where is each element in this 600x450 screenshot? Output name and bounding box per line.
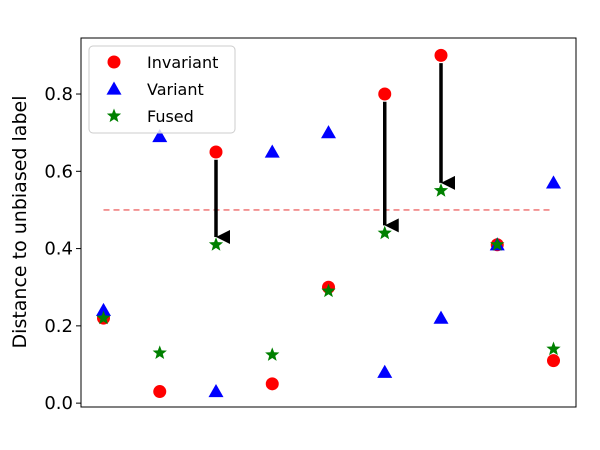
y-tick-label: 0.0 [44, 393, 73, 414]
variant-point [433, 310, 449, 324]
legend-label-invariant: Invariant [147, 53, 218, 72]
legend-box [88, 45, 236, 134]
y-tick-label: 0.2 [44, 316, 73, 337]
legend-marker-invariant [107, 55, 121, 69]
fused-point [96, 310, 111, 325]
variant-point [152, 129, 168, 143]
plot-frame [80, 37, 577, 408]
fused-point [377, 225, 392, 240]
fused-point [321, 283, 336, 298]
invariant-point [547, 354, 560, 368]
fused-point [490, 237, 505, 251]
invariant-point [153, 385, 167, 399]
y-tick-label: 0.8 [44, 84, 73, 105]
legend-label-fused: Fused [147, 107, 194, 126]
variant-point [377, 364, 393, 378]
legend: Invariant Variant Fused [88, 45, 236, 134]
y-tick-label: 0.6 [44, 161, 73, 182]
legend-label-variant: Variant [147, 80, 204, 99]
fused-point [433, 183, 449, 197]
variant-point [208, 384, 224, 398]
variant-point [321, 125, 336, 139]
invariant-point [265, 377, 279, 391]
fused-point [208, 237, 224, 251]
legend-marker-fused [106, 108, 122, 123]
variant-point [264, 144, 280, 158]
y-tick-label: 0.4 [44, 239, 73, 260]
invariant-point [434, 48, 448, 62]
variant-point [546, 175, 561, 189]
fused-point [152, 345, 167, 359]
legend-marker-variant [106, 81, 122, 95]
invariant-point [209, 145, 223, 159]
fused-point [546, 341, 561, 356]
y-axis-label: Distance to unbiased label [9, 96, 31, 349]
fused-point [265, 347, 280, 361]
variant-point [96, 302, 111, 317]
invariant-point [378, 87, 392, 101]
